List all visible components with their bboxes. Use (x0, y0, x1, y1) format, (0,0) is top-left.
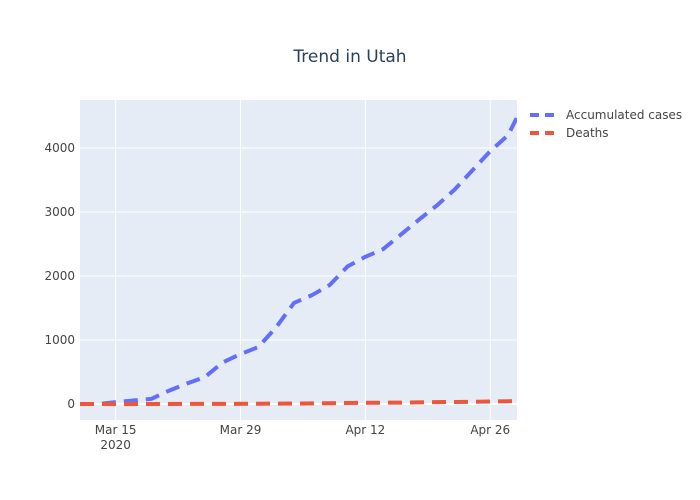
legend-label-deaths: Deaths (566, 126, 609, 140)
x-tick-label: Apr 26 (470, 423, 510, 437)
plot-area (80, 100, 517, 420)
series-line-accumulated-cases (80, 116, 517, 406)
series-lines (80, 116, 517, 406)
y-tick-label: 0 (67, 397, 75, 411)
legend-label-accumulated-cases: Accumulated cases (566, 108, 682, 122)
series-line-deaths (80, 399, 517, 406)
y-tick-label: 4000 (44, 141, 75, 155)
x-tick-label: Mar 15 (95, 423, 137, 437)
y-tick-label: 3000 (44, 205, 75, 219)
x-tick-label: Apr 12 (345, 423, 385, 437)
x-tick-sublabel: 2020 (100, 438, 131, 452)
chart-title: Trend in Utah (292, 47, 406, 67)
x-tick-label: Mar 29 (220, 423, 262, 437)
y-tick-label: 2000 (44, 269, 75, 283)
legend: Accumulated cases Deaths (530, 108, 682, 140)
y-tick-label: 1000 (44, 333, 75, 347)
